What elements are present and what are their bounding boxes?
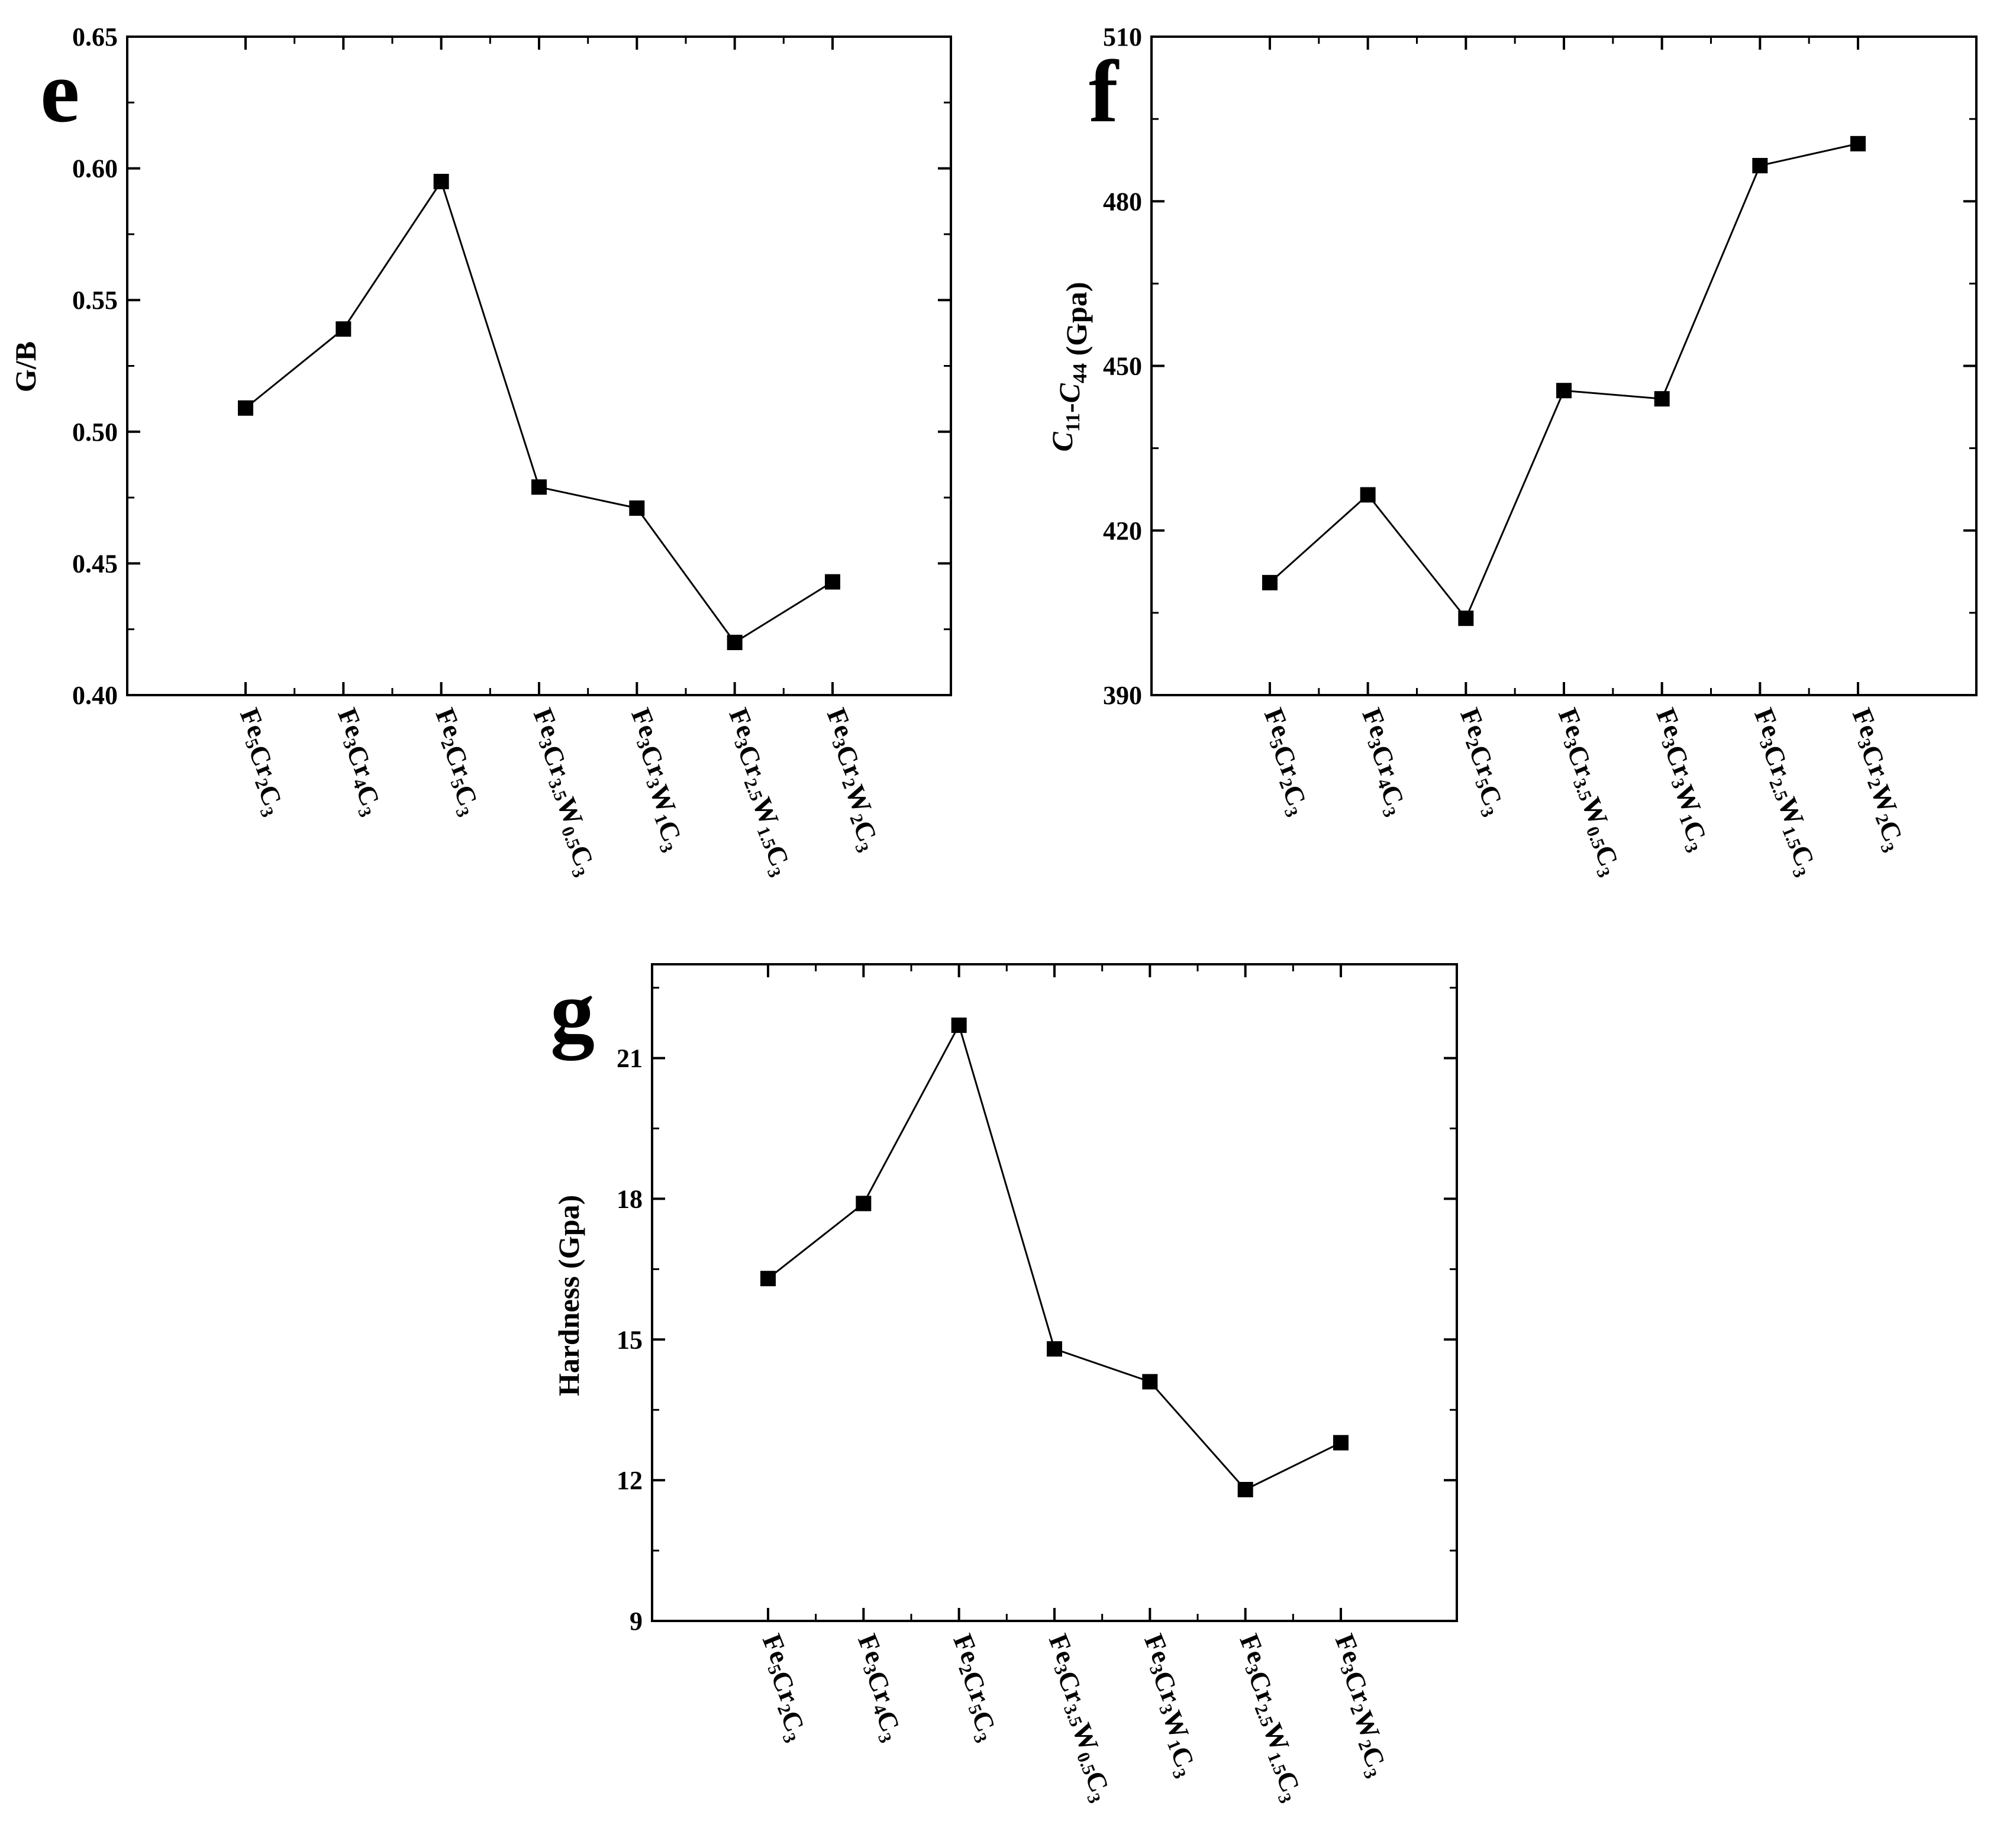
data-point-marker: [727, 634, 743, 650]
data-point-marker: [629, 500, 645, 516]
data-point-marker: [825, 574, 840, 590]
y-tick-label: 15: [617, 1325, 643, 1354]
y-tick-label: 9: [630, 1607, 643, 1636]
y-tick-label: 0.45: [72, 549, 118, 578]
y-tick-label: 0.40: [72, 681, 118, 710]
panel-letter: g: [550, 963, 595, 1061]
data-point-marker: [856, 1196, 872, 1212]
y-tick-label: 18: [617, 1184, 643, 1213]
data-point-marker: [1333, 1435, 1349, 1451]
y-tick-label: 480: [1103, 187, 1142, 216]
x-category-label: Fe5Cr2C3: [1244, 704, 1327, 820]
data-point-marker: [1047, 1341, 1062, 1357]
data-point-marker: [1360, 487, 1376, 503]
y-tick-label: 450: [1103, 352, 1142, 381]
y-axis-title: C11-C44 (Gpa): [1046, 282, 1093, 452]
data-point-marker: [433, 173, 449, 189]
data-point-marker: [1237, 1482, 1253, 1497]
data-point-marker: [951, 1018, 967, 1033]
y-tick-label: 0.65: [72, 22, 118, 51]
x-category-label: Fe3Cr4C3: [837, 1630, 920, 1746]
data-point-marker: [1556, 383, 1572, 399]
y-tick-label: 0.50: [72, 418, 118, 447]
y-axis-title: G/B: [9, 341, 42, 392]
y-axis-title: Hardness (Gpa): [552, 1195, 585, 1396]
data-point-marker: [1262, 574, 1278, 590]
data-point-marker: [238, 400, 253, 416]
y-tick-label: 420: [1103, 516, 1142, 545]
panel-letter: f: [1089, 43, 1120, 141]
data-point-marker: [531, 479, 547, 495]
data-point-marker: [336, 321, 351, 337]
data-point-marker: [1142, 1374, 1158, 1390]
y-tick-label: 510: [1103, 22, 1142, 51]
panel-letter: e: [40, 43, 80, 141]
y-tick-label: 12: [617, 1466, 643, 1495]
data-point-marker: [1458, 611, 1474, 626]
data-point-marker: [1752, 157, 1768, 173]
data-point-marker: [760, 1271, 776, 1287]
y-tick-label: 0.55: [72, 286, 118, 315]
data-point-marker: [1654, 391, 1670, 407]
y-tick-label: 21: [617, 1044, 643, 1073]
data-point-marker: [1850, 135, 1866, 151]
y-tick-label: 0.60: [72, 154, 118, 183]
y-tick-label: 390: [1103, 681, 1142, 710]
